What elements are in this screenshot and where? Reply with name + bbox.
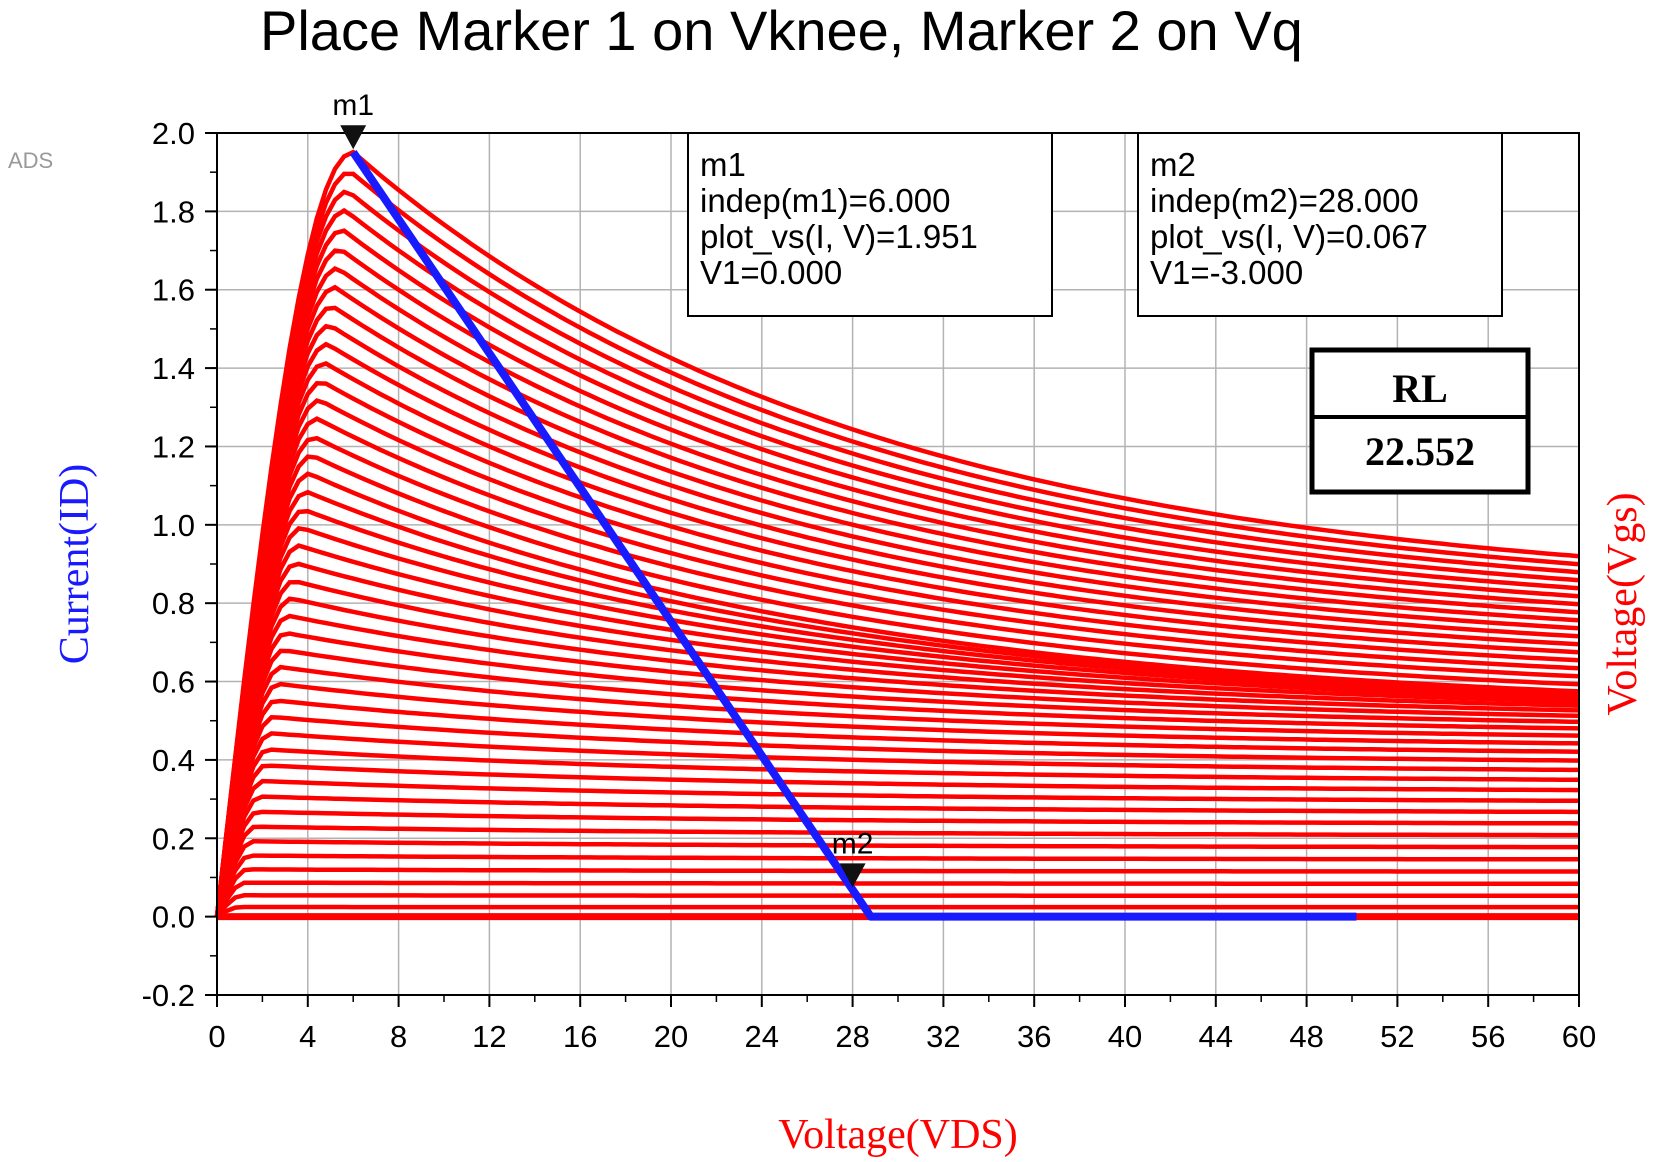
family-curve (214, 853, 1579, 918)
family-curve (214, 189, 1580, 917)
family-curve (214, 613, 1580, 917)
family-curve (214, 454, 1580, 917)
y-tick-label: 1.2 (152, 429, 195, 464)
y-tick-label: 0.0 (152, 900, 195, 935)
x-tick-label: 48 (1289, 1019, 1323, 1054)
x-tick-label: 44 (1199, 1019, 1233, 1054)
family-curve (214, 149, 1580, 917)
family-curve (214, 778, 1579, 918)
family-curve (215, 904, 1579, 919)
y-tick-label: 0.2 (152, 821, 195, 856)
x-tick-label: 32 (926, 1019, 960, 1054)
y-tick-label: 1.4 (152, 351, 195, 386)
rl-table-value: 22.552 (1365, 429, 1475, 474)
marker-triangle (839, 863, 866, 888)
family-curve (214, 596, 1580, 917)
family-curves (214, 149, 1580, 921)
m1-readout-box: m1 indep(m1)=6.000 plot_vs(I, V)=1.951 V… (687, 132, 1053, 317)
family-curve (214, 341, 1580, 917)
y-tick-label: 1.8 (152, 194, 195, 229)
load-line (349, 149, 1357, 921)
m2-readout-line-4: V1=-3.000 (1150, 254, 1303, 291)
x-tick-label: 0 (208, 1019, 225, 1054)
family-curve (214, 648, 1580, 917)
ads-watermark: ADS (8, 148, 53, 173)
family-curve (214, 763, 1580, 918)
m2-readout-line-2: indep(m2)=28.000 (1150, 182, 1419, 219)
m1-readout-line-2: indep(m1)=6.000 (700, 182, 950, 219)
y-tick-label: 2.0 (152, 116, 195, 151)
y-tick-label: -0.2 (142, 978, 195, 1013)
m2-readout-line-1: m2 (1150, 146, 1196, 183)
marker-label: m2 (832, 827, 874, 860)
m1-readout-line-3: plot_vs(I, V)=1.951 (700, 218, 978, 255)
chart-title: Place Marker 1 on Vknee, Marker 2 on Vq (260, 0, 1303, 62)
marker-label: m1 (332, 89, 374, 122)
x-axis-label: Voltage(VDS) (778, 1112, 1018, 1158)
family-curve (214, 664, 1580, 917)
family-curve (214, 698, 1580, 917)
x-tick-label: 56 (1471, 1019, 1505, 1054)
family-curve (214, 305, 1580, 917)
x-tick-label: 28 (835, 1019, 869, 1054)
family-curve (214, 361, 1580, 917)
family-curve (215, 880, 1579, 918)
y2-axis-label: Voltage(Vgs) (1600, 492, 1646, 715)
family-curve (214, 398, 1580, 917)
m1-readout-line-4: V1=0.000 (700, 254, 842, 291)
m2-readout-box: m2 indep(m2)=28.000 plot_vs(I, V)=0.067 … (1137, 132, 1503, 317)
family-curve (214, 561, 1580, 917)
family-curve (214, 747, 1580, 918)
family-curve (214, 265, 1580, 917)
family-curve (214, 171, 1580, 917)
m2-readout-line-3: plot_vs(I, V)=0.067 (1150, 218, 1428, 255)
family-curve (214, 471, 1580, 917)
y-tick-label: 1.0 (152, 508, 195, 543)
x-tick-label: 20 (654, 1019, 688, 1054)
rl-table-header: RL (1392, 366, 1448, 411)
family-curve (214, 579, 1580, 917)
family-curve (214, 681, 1580, 917)
family-curve (214, 508, 1580, 917)
family-curve (214, 839, 1579, 918)
marker-triangle (340, 125, 367, 150)
family-curve (214, 416, 1580, 917)
family-curve (215, 893, 1579, 919)
family-curve (214, 809, 1580, 918)
family-curve (214, 715, 1580, 918)
rl-table: RL 22.552 (1309, 347, 1531, 495)
family-curve (214, 381, 1580, 917)
load-line-group (349, 149, 1357, 921)
m1-readout-line-1: m1 (700, 146, 746, 183)
family-curve (214, 435, 1580, 917)
family-curve (214, 248, 1580, 917)
family-curve (214, 284, 1580, 917)
family-curve (214, 323, 1580, 917)
y-tick-label: 0.4 (152, 743, 195, 778)
x-tick-label: 16 (563, 1019, 597, 1054)
y-axis-label: Current(ID) (52, 464, 98, 665)
family-curve (214, 824, 1579, 918)
family-curve (214, 794, 1579, 918)
family-curve (214, 731, 1579, 918)
family-curve (214, 543, 1580, 917)
x-tick-label: 36 (1017, 1019, 1051, 1054)
y-tick-label: 1.6 (152, 273, 195, 308)
x-tick-label: 52 (1380, 1019, 1414, 1054)
family-curve (214, 631, 1580, 917)
x-tick-label: 24 (745, 1019, 779, 1054)
family-curve (214, 228, 1580, 917)
x-tick-label: 40 (1108, 1019, 1142, 1054)
x-tick-label: 12 (472, 1019, 506, 1054)
y-tick-label: 0.8 (152, 586, 195, 621)
family-curve (214, 525, 1580, 917)
y-tick-label: 0.6 (152, 665, 195, 700)
axis-ticks: 0 4 8 12 16 20 24 28 32 36 40 44 48 52 56 602.01.81.61.… (142, 116, 1597, 1054)
family-curve (214, 867, 1579, 918)
x-tick-label: 60 (1562, 1019, 1596, 1054)
x-tick-label: 8 (390, 1019, 407, 1054)
x-tick-label: 4 (299, 1019, 316, 1054)
markers: m1 m2 (332, 89, 874, 888)
